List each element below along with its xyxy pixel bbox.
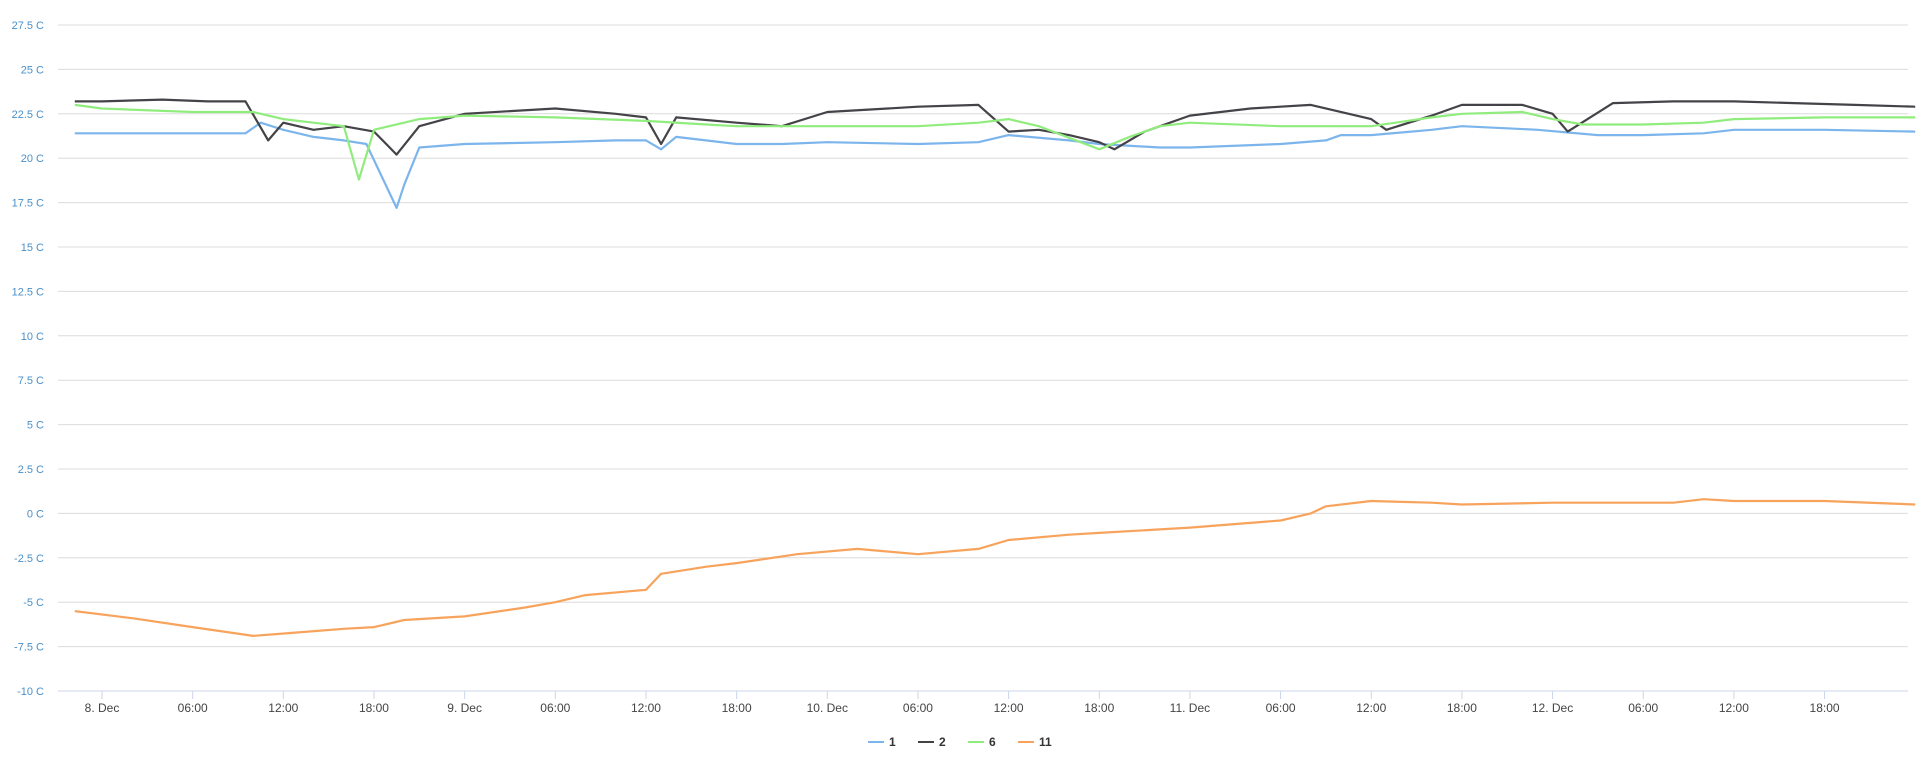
x-tick-label: 12:00 (268, 701, 298, 715)
series-line-2 (74, 98, 1916, 156)
y-tick-label: 0 C (27, 508, 44, 520)
y-tick-label: -10 C (17, 686, 44, 698)
y-tick-label: 20 C (21, 153, 44, 165)
legend-item-1[interactable]: 1 (868, 735, 896, 749)
y-tick-label: 12.5 C (12, 286, 44, 298)
x-tick-label: 18:00 (1810, 701, 1840, 715)
series-line-1 (74, 121, 1916, 209)
legend-label: 1 (889, 735, 896, 749)
x-tick-label: 12:00 (994, 701, 1024, 715)
y-tick-label: -5 C (23, 597, 44, 609)
y-tick-label: 10 C (21, 331, 44, 343)
legend-label: 11 (1039, 735, 1052, 749)
legend-label: 6 (989, 735, 996, 749)
y-tick-label: 27.5 C (12, 20, 44, 32)
series-line-6 (74, 103, 1916, 181)
y-axis-tick-labels: 27.5 C 25 C 22.5 C 20 C 17.5 C 15 C 12.5 C 10 C… (12, 20, 44, 698)
x-tick-label: 12:00 (1356, 701, 1386, 715)
y-tick-label: 7.5 C (18, 375, 44, 387)
y-tick-label: -2.5 C (14, 553, 44, 565)
x-tick-label: 18:00 (1447, 701, 1477, 715)
y-tick-label: 5 C (27, 420, 44, 432)
series-lines (74, 98, 1916, 637)
y-tick-label: 17.5 C (12, 198, 44, 210)
x-tick-label: 10. Dec (807, 701, 848, 715)
y-tick-label: 2.5 C (18, 464, 44, 476)
y-tick-label: 22.5 C (12, 109, 44, 121)
x-tick-label: 12:00 (1719, 701, 1749, 715)
legend-item-11[interactable]: 11 (1018, 735, 1052, 749)
x-tick-label: 06:00 (1628, 701, 1658, 715)
series-line-11 (74, 498, 1916, 637)
x-tick-label: 06:00 (1266, 701, 1296, 715)
y-tick-label: 25 C (21, 64, 44, 76)
legend[interactable]: 1 2 6 11 (868, 735, 1052, 749)
x-tick-label: 11. Dec (1170, 701, 1210, 715)
y-tick-label: 15 C (21, 242, 44, 254)
x-tick-label: 12:00 (631, 701, 661, 715)
x-tick-label: 06:00 (178, 701, 208, 715)
x-tick-label: 18:00 (722, 701, 752, 715)
y-tick-label: -7.5 C (14, 642, 44, 654)
legend-item-6[interactable]: 6 (968, 735, 996, 749)
x-tick-label: 12. Dec (1532, 701, 1573, 715)
x-tick-label: 18:00 (1084, 701, 1114, 715)
x-tick-label: 06:00 (903, 701, 933, 715)
legend-label: 2 (939, 735, 946, 749)
grid-lines (58, 24, 1908, 648)
legend-item-2[interactable]: 2 (918, 735, 946, 749)
x-tick-label: 06:00 (540, 701, 570, 715)
x-axis-ticks: 8. Dec 06:00 12:00 18:00 9. Dec 06:00 12:00 18:… (85, 691, 1840, 715)
x-tick-label: 18:00 (359, 701, 389, 715)
x-tick-label: 8. Dec (85, 701, 120, 715)
x-tick-label: 9. Dec (447, 701, 482, 715)
